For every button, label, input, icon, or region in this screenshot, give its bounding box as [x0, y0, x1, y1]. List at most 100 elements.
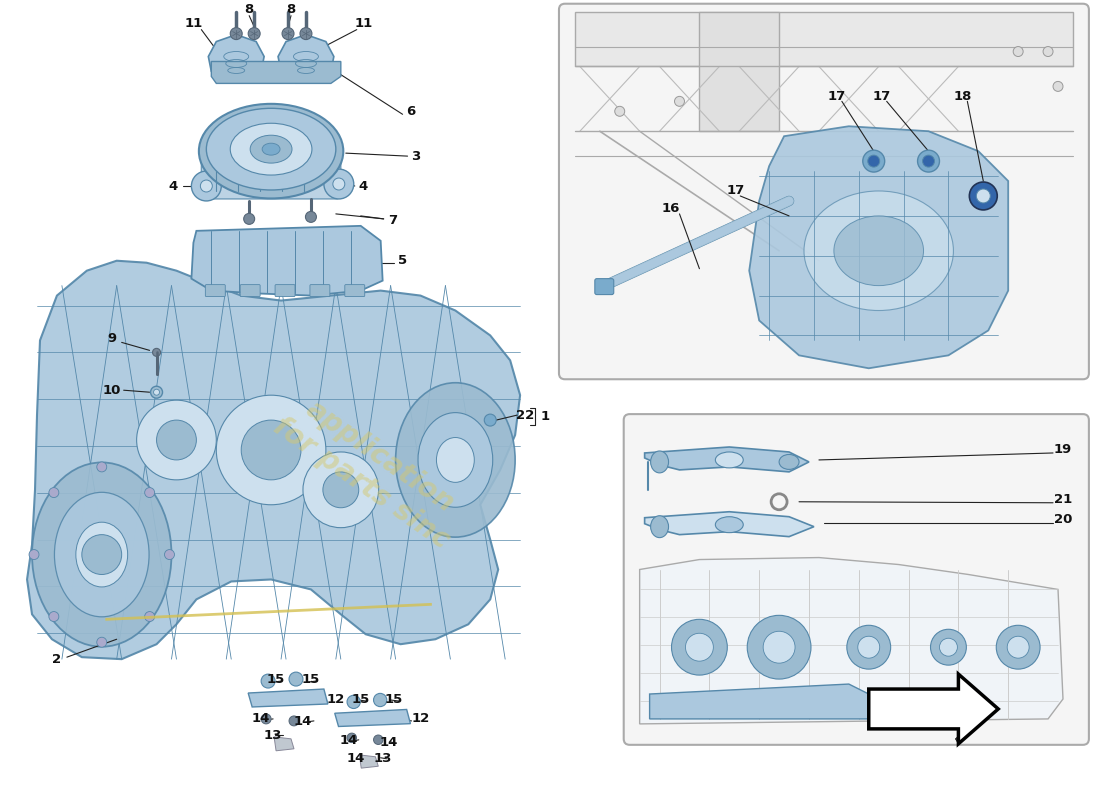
Circle shape — [200, 180, 212, 192]
Circle shape — [156, 420, 197, 460]
Text: 15: 15 — [352, 693, 370, 706]
Circle shape — [97, 638, 107, 647]
Circle shape — [244, 214, 255, 224]
FancyBboxPatch shape — [275, 285, 295, 297]
Circle shape — [1008, 636, 1030, 658]
FancyBboxPatch shape — [624, 414, 1089, 745]
Polygon shape — [28, 261, 520, 659]
Text: 14: 14 — [252, 713, 271, 726]
Circle shape — [154, 390, 160, 395]
Text: 3: 3 — [411, 150, 420, 162]
Circle shape — [346, 733, 356, 742]
Ellipse shape — [834, 216, 924, 286]
Polygon shape — [191, 226, 383, 295]
Circle shape — [374, 735, 383, 745]
Circle shape — [1043, 46, 1053, 57]
Ellipse shape — [437, 438, 474, 482]
Circle shape — [191, 171, 221, 201]
Circle shape — [241, 420, 301, 480]
Ellipse shape — [230, 123, 312, 175]
FancyBboxPatch shape — [344, 285, 365, 297]
Text: 12: 12 — [411, 713, 430, 726]
Circle shape — [165, 550, 175, 559]
Ellipse shape — [54, 492, 150, 617]
Circle shape — [939, 638, 957, 656]
Circle shape — [1053, 82, 1063, 91]
Text: 13: 13 — [374, 752, 392, 766]
Circle shape — [230, 28, 242, 39]
Text: 17: 17 — [726, 185, 745, 198]
Circle shape — [282, 28, 294, 39]
Circle shape — [931, 630, 967, 665]
Circle shape — [261, 674, 275, 688]
Ellipse shape — [396, 382, 515, 537]
Text: application
for parts sinc: application for parts sinc — [268, 386, 473, 554]
Circle shape — [97, 462, 107, 472]
Circle shape — [217, 395, 326, 505]
Text: 20: 20 — [1054, 514, 1072, 526]
Polygon shape — [208, 34, 264, 82]
Polygon shape — [274, 737, 294, 750]
Circle shape — [858, 636, 880, 658]
Text: 2: 2 — [53, 653, 62, 666]
Circle shape — [300, 28, 312, 39]
Circle shape — [289, 716, 299, 726]
Polygon shape — [869, 674, 998, 744]
Text: 7: 7 — [388, 214, 397, 227]
Ellipse shape — [715, 517, 744, 533]
Circle shape — [615, 106, 625, 116]
Circle shape — [747, 615, 811, 679]
Text: 21: 21 — [1054, 494, 1072, 506]
Polygon shape — [249, 689, 328, 707]
FancyBboxPatch shape — [559, 4, 1089, 379]
Circle shape — [249, 28, 260, 39]
Circle shape — [969, 182, 998, 210]
FancyBboxPatch shape — [310, 285, 330, 297]
Ellipse shape — [650, 451, 669, 473]
Polygon shape — [645, 512, 814, 537]
Ellipse shape — [250, 135, 292, 163]
Text: 17: 17 — [828, 90, 846, 103]
FancyBboxPatch shape — [201, 144, 341, 199]
Text: 9: 9 — [107, 332, 117, 345]
Text: 14: 14 — [340, 734, 358, 747]
Text: 8: 8 — [286, 3, 296, 16]
Polygon shape — [650, 684, 879, 719]
Circle shape — [261, 714, 271, 724]
FancyBboxPatch shape — [206, 285, 225, 297]
Polygon shape — [278, 34, 333, 82]
Circle shape — [289, 672, 302, 686]
Circle shape — [136, 400, 217, 480]
FancyBboxPatch shape — [240, 285, 260, 297]
Polygon shape — [334, 710, 410, 726]
Ellipse shape — [199, 104, 343, 198]
Circle shape — [145, 488, 155, 498]
Polygon shape — [749, 126, 1009, 368]
Polygon shape — [645, 447, 808, 472]
Text: 15: 15 — [385, 693, 403, 706]
Ellipse shape — [207, 108, 336, 190]
Circle shape — [847, 626, 891, 669]
Circle shape — [674, 96, 684, 106]
Circle shape — [671, 619, 727, 675]
Circle shape — [81, 534, 122, 574]
Circle shape — [48, 611, 58, 622]
Circle shape — [323, 472, 359, 508]
Ellipse shape — [715, 452, 744, 468]
Circle shape — [333, 178, 344, 190]
Circle shape — [29, 550, 38, 559]
Circle shape — [923, 155, 935, 167]
Ellipse shape — [650, 516, 669, 538]
Ellipse shape — [76, 522, 128, 587]
Circle shape — [302, 452, 378, 528]
Circle shape — [868, 155, 880, 167]
Text: 13: 13 — [264, 730, 283, 742]
Text: 17: 17 — [872, 90, 891, 103]
Text: 22: 22 — [516, 409, 535, 422]
Circle shape — [484, 414, 496, 426]
Polygon shape — [639, 558, 1063, 724]
Text: 19: 19 — [1054, 443, 1072, 457]
FancyBboxPatch shape — [700, 12, 779, 131]
Polygon shape — [956, 706, 998, 744]
Circle shape — [685, 634, 714, 661]
